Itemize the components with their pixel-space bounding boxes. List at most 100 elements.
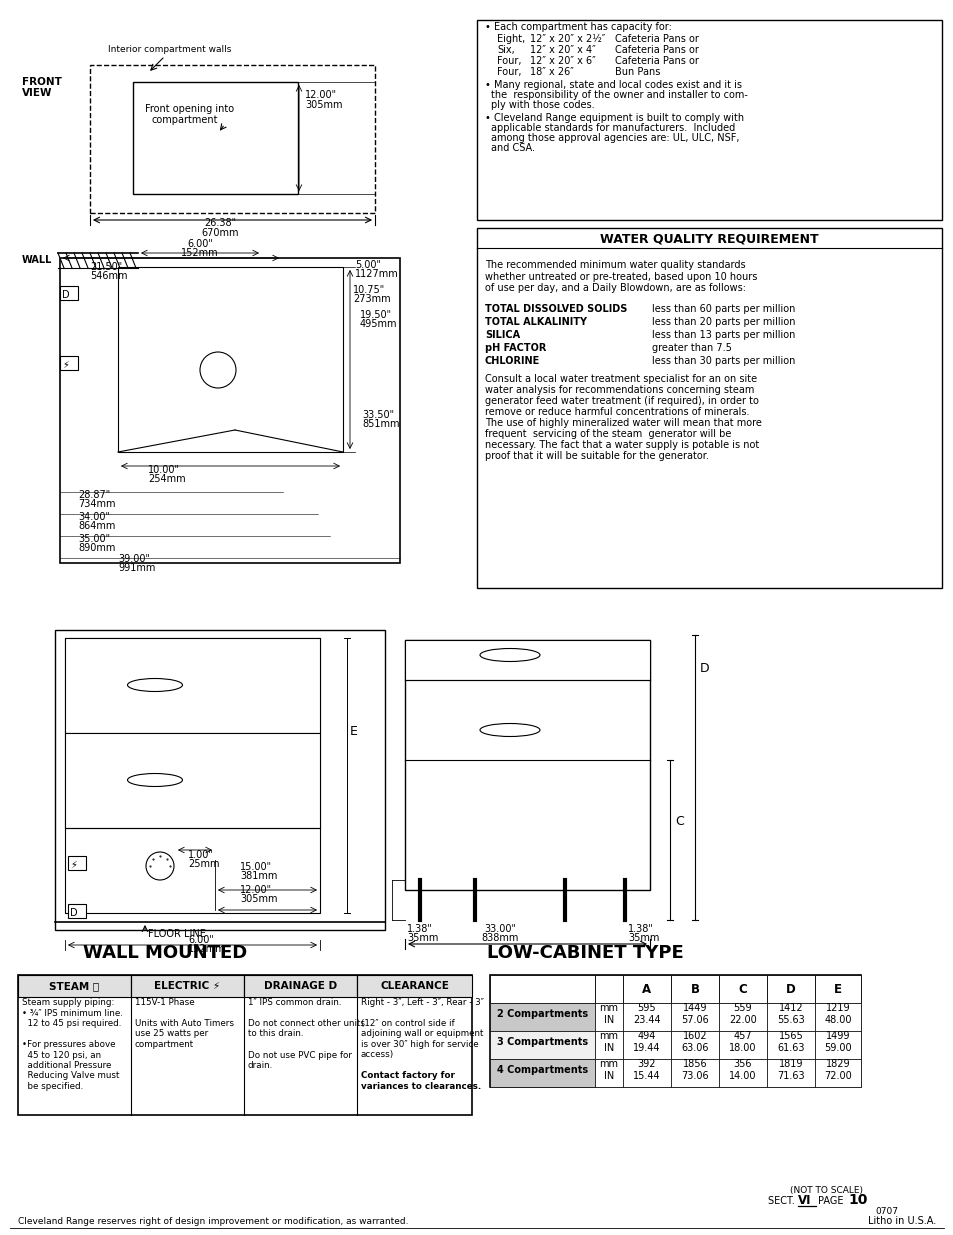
Bar: [60, 258, 399, 563]
Text: 18.00: 18.00: [728, 1044, 756, 1053]
Text: 14.00: 14.00: [728, 1071, 756, 1081]
Bar: [595, 1003, 622, 1031]
Bar: [132, 82, 297, 194]
Text: 45 to 120 psi, an: 45 to 120 psi, an: [22, 1051, 101, 1060]
Text: 35mm: 35mm: [407, 932, 438, 944]
Text: Front opening into: Front opening into: [145, 104, 233, 114]
Text: 305mm: 305mm: [240, 894, 277, 904]
Text: 890mm: 890mm: [78, 543, 115, 553]
Text: necessary. The fact that a water supply is potable is not: necessary. The fact that a water supply …: [484, 440, 759, 450]
Text: IN: IN: [603, 1015, 614, 1025]
Text: Cafeteria Pans or: Cafeteria Pans or: [615, 35, 699, 44]
Text: A: A: [641, 983, 651, 995]
Text: CHLORINE: CHLORINE: [484, 356, 539, 366]
Text: 1.38": 1.38": [627, 924, 653, 934]
Text: D: D: [62, 290, 70, 300]
Text: PAGE: PAGE: [817, 1195, 845, 1207]
Text: Steam supply piping:: Steam supply piping:: [22, 998, 114, 1007]
Text: 1602: 1602: [682, 1031, 706, 1041]
Bar: [490, 974, 595, 1003]
Text: 1829: 1829: [825, 1058, 849, 1070]
Text: • Each compartment has capacity for:: • Each compartment has capacity for:: [484, 22, 671, 32]
Text: less than 30 parts per million: less than 30 parts per million: [651, 356, 795, 366]
Text: mm: mm: [598, 1031, 618, 1041]
Text: 12 to 45 psi required.: 12 to 45 psi required.: [22, 1019, 121, 1028]
Text: 392: 392: [638, 1058, 656, 1070]
Text: 1412: 1412: [778, 1003, 802, 1013]
Text: Units with Auto Timers: Units with Auto Timers: [135, 1019, 233, 1028]
Bar: [68, 904, 86, 918]
Text: Four,: Four,: [497, 56, 521, 65]
Text: 12.00": 12.00": [240, 885, 272, 895]
Text: Reducing Valve must: Reducing Valve must: [22, 1072, 119, 1081]
Bar: [68, 856, 86, 869]
Text: 25mm: 25mm: [188, 860, 219, 869]
Bar: [719, 1058, 766, 1087]
Text: TOTAL DISSOLVED SOLIDS: TOTAL DISSOLVED SOLIDS: [484, 304, 627, 314]
Text: 73.06: 73.06: [680, 1071, 708, 1081]
Text: WALL MOUNTED: WALL MOUNTED: [83, 944, 247, 962]
Text: adjoining wall or equipment: adjoining wall or equipment: [360, 1030, 483, 1039]
Text: 63.06: 63.06: [680, 1044, 708, 1053]
Text: among those approval agencies are: UL, ULC, NSF,: among those approval agencies are: UL, U…: [491, 133, 739, 143]
Text: Eight,: Eight,: [497, 35, 525, 44]
Bar: [490, 1031, 595, 1058]
Text: 152mm: 152mm: [188, 944, 226, 953]
Text: 35mm: 35mm: [627, 932, 659, 944]
Text: mm: mm: [598, 1058, 618, 1070]
Bar: [766, 1031, 814, 1058]
Text: TOTAL ALKALINITY: TOTAL ALKALINITY: [484, 317, 586, 327]
Text: 33.50": 33.50": [361, 410, 394, 420]
Text: and CSA.: and CSA.: [491, 143, 535, 153]
Text: 381mm: 381mm: [240, 871, 277, 881]
Text: 23.44: 23.44: [633, 1015, 660, 1025]
Text: Contact factory for: Contact factory for: [360, 1072, 455, 1081]
Text: Bun Pans: Bun Pans: [615, 67, 659, 77]
Text: 12″ x 20″ x 4″: 12″ x 20″ x 4″: [530, 44, 595, 56]
Text: B: B: [690, 983, 699, 995]
Text: 33.00": 33.00": [483, 924, 516, 934]
Circle shape: [146, 852, 173, 881]
Text: SILICA: SILICA: [484, 330, 519, 340]
Text: 1499: 1499: [825, 1031, 849, 1041]
Text: 61.63: 61.63: [777, 1044, 804, 1053]
Bar: [670, 974, 719, 1003]
Text: 1″ IPS common drain.: 1″ IPS common drain.: [248, 998, 341, 1007]
Bar: [60, 356, 78, 370]
Text: • Cleveland Range equipment is built to comply with: • Cleveland Range equipment is built to …: [484, 112, 743, 124]
Text: 18″ x 26″: 18″ x 26″: [530, 67, 574, 77]
Text: additional Pressure: additional Pressure: [22, 1061, 112, 1070]
Text: 6.00": 6.00": [188, 935, 213, 945]
Text: 34.00": 34.00": [78, 513, 110, 522]
Text: access): access): [360, 1051, 394, 1060]
Text: 1856: 1856: [682, 1058, 706, 1070]
Bar: [814, 1003, 861, 1031]
Text: 22.00: 22.00: [728, 1015, 756, 1025]
Text: 59.00: 59.00: [823, 1044, 851, 1053]
Text: 15.00": 15.00": [240, 862, 272, 872]
Bar: [356, 974, 472, 997]
Text: 19.50": 19.50": [359, 310, 392, 320]
Text: 12″ x 20″ x 2½″: 12″ x 20″ x 2½″: [530, 35, 605, 44]
Text: FRONT: FRONT: [22, 77, 62, 86]
Text: E: E: [833, 983, 841, 995]
Text: 152mm: 152mm: [181, 248, 218, 258]
Ellipse shape: [128, 678, 182, 692]
Text: 71.63: 71.63: [777, 1071, 804, 1081]
Bar: [766, 1003, 814, 1031]
Bar: [595, 974, 622, 1003]
Text: 0707: 0707: [874, 1207, 897, 1216]
Text: •For pressures above: •For pressures above: [22, 1040, 115, 1049]
Text: 28.87": 28.87": [78, 490, 111, 500]
Text: 15.44: 15.44: [633, 1071, 660, 1081]
Text: 5.00": 5.00": [355, 261, 380, 270]
Text: VI: VI: [797, 1194, 811, 1207]
Text: (12″ on control side if: (12″ on control side if: [360, 1019, 455, 1028]
Text: 273mm: 273mm: [353, 294, 390, 304]
Text: 48.00: 48.00: [823, 1015, 851, 1025]
Text: 55.63: 55.63: [777, 1015, 804, 1025]
Bar: [719, 1003, 766, 1031]
Text: SECT.: SECT.: [767, 1195, 797, 1207]
Bar: [814, 1031, 861, 1058]
Text: less than 20 parts per million: less than 20 parts per million: [651, 317, 795, 327]
